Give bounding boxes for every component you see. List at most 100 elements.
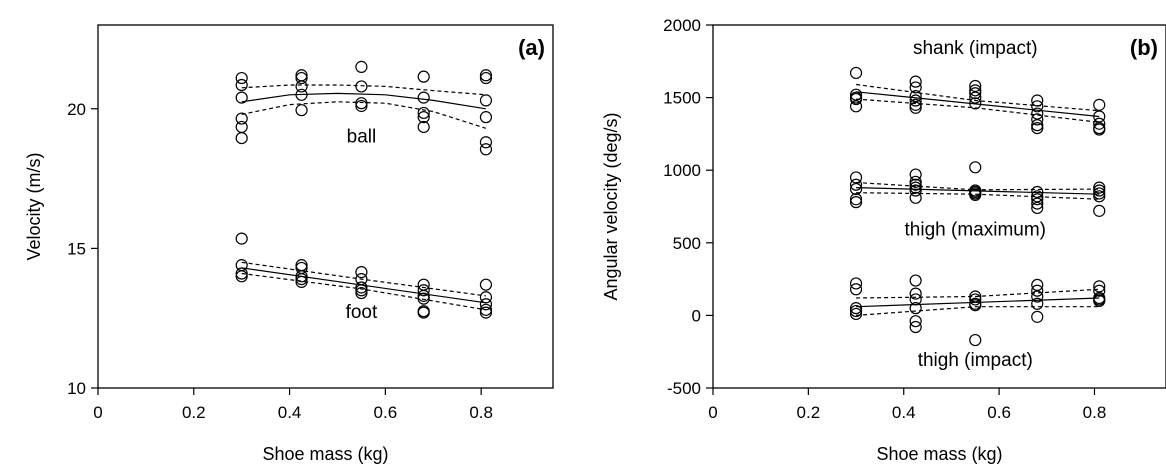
data-point: [1031, 113, 1044, 126]
data-point: [969, 333, 982, 347]
x-tick-label: 0.6: [987, 403, 1011, 422]
y-axis-label: Velocity (m/s): [24, 152, 44, 260]
data-point: [909, 81, 922, 94]
data-point: [1093, 294, 1106, 307]
data-point: [1093, 190, 1106, 203]
x-axis-label: Shoe mass (kg): [262, 444, 388, 464]
chart-panel-a: 0 0.2 0.4 0.6 0.8 10 15 20 Shoe mass (kg) Velocit…: [24, 24, 554, 464]
data-point: [969, 161, 982, 174]
x-tick-label: 0.8: [1083, 403, 1107, 422]
data-point: [1031, 278, 1044, 292]
series-annotation: foot: [346, 302, 378, 323]
data-point: [1031, 201, 1044, 215]
data-point: [1093, 280, 1106, 293]
y-tick-label: 20: [67, 100, 86, 119]
data-point: [235, 232, 248, 245]
data-point: [849, 196, 863, 209]
data-point: [1093, 204, 1106, 217]
data-point: [909, 293, 922, 306]
confidence-band-upper: [241, 261, 486, 297]
data-point: [1031, 107, 1044, 120]
series-annotation: thigh (maximum): [905, 220, 1046, 241]
data-point: [235, 71, 248, 85]
confidence-band-lower: [241, 101, 487, 129]
data-point: [849, 302, 863, 315]
data-point: [1031, 310, 1044, 323]
data-point: [909, 90, 922, 103]
data-point: [969, 87, 982, 100]
data-point: [1093, 123, 1106, 136]
y-tick-label: 1000: [663, 161, 701, 180]
data-point: [1031, 100, 1044, 113]
data-point: [969, 299, 982, 312]
data-point: [479, 136, 493, 149]
confidence-band-lower: [856, 192, 1100, 200]
x-tick-label: 0.4: [892, 403, 916, 422]
data-point: [295, 71, 308, 85]
data-point: [355, 281, 368, 294]
data-point: [479, 278, 493, 291]
data-point: [909, 302, 922, 315]
regression-line: [856, 91, 1100, 118]
data-point: [1031, 185, 1044, 199]
y-tick-label: 500: [673, 234, 701, 253]
data-point: [235, 131, 248, 145]
data-point: [849, 193, 863, 206]
data-point: [355, 97, 368, 110]
data-point: [417, 120, 430, 134]
data-point: [235, 267, 248, 280]
panel-label: (b): [1130, 35, 1158, 60]
data-point: [849, 283, 863, 296]
data-point: [355, 266, 368, 279]
data-point: [849, 92, 863, 106]
y-tick-label: 1500: [663, 89, 701, 108]
x-tick-label: 0.8: [469, 403, 493, 422]
data-point: [849, 277, 863, 290]
data-point: [479, 111, 493, 124]
data-point: [969, 188, 982, 201]
confidence-band-lower: [241, 272, 486, 311]
y-tick-label: 2000: [663, 16, 701, 35]
y-tick-label: 10: [67, 379, 86, 398]
data-point: [295, 270, 308, 283]
data-point: [1031, 197, 1044, 210]
data-point: [1031, 94, 1044, 107]
data-point: [295, 273, 308, 286]
confidence-band-upper: [241, 84, 486, 96]
data-point: [909, 315, 922, 328]
data-point: [295, 259, 308, 272]
regression-line: [856, 187, 1100, 195]
data-point: [1093, 98, 1106, 111]
data-point: [417, 70, 430, 83]
confidence-band-lower: [856, 306, 1100, 316]
data-point: [235, 91, 248, 104]
data-point: [479, 306, 493, 319]
regression-line: [241, 92, 486, 110]
data-point: [295, 80, 308, 93]
data-point: [479, 94, 493, 107]
data-point: [1031, 284, 1044, 297]
data-point: [1031, 193, 1044, 206]
confidence-band-lower: [856, 98, 1100, 123]
x-tick-label: 0: [708, 403, 717, 422]
data-point: [909, 98, 922, 111]
data-point: [479, 303, 493, 316]
data-point: [355, 80, 368, 93]
data-point: [909, 287, 922, 300]
data-point: [417, 284, 430, 297]
x-axis-label: Shoe mass (kg): [876, 444, 1002, 464]
data-point: [849, 182, 863, 196]
data-point: [1031, 119, 1044, 132]
data-point: [909, 178, 922, 191]
series-annotation: ball: [347, 126, 377, 147]
data-point: [969, 84, 982, 97]
data-point: [1031, 190, 1044, 203]
data-point: [295, 275, 308, 288]
y-tick-label: 15: [67, 239, 86, 258]
data-point: [235, 120, 248, 134]
data-point: [417, 289, 430, 302]
data-point: [417, 111, 430, 124]
x-tick-label: 0.2: [182, 403, 206, 422]
data-point: [969, 293, 982, 306]
